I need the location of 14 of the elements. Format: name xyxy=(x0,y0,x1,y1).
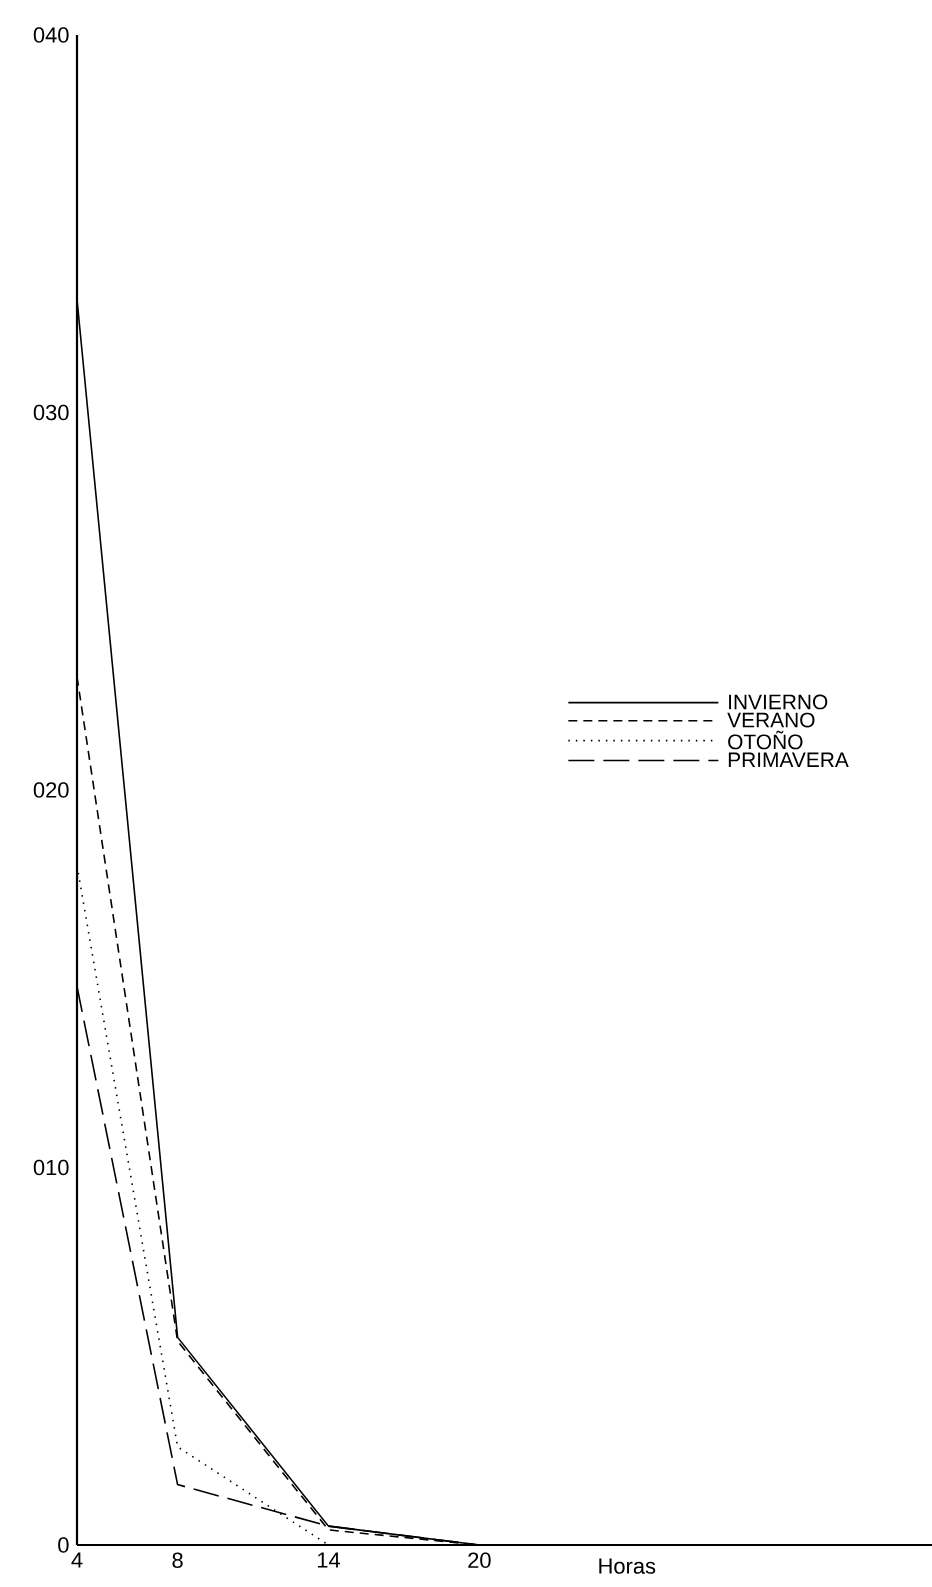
x-tick-label: 20 xyxy=(468,1552,491,1569)
text: INVIERNO xyxy=(729,694,828,710)
x-axis-title: Horas xyxy=(599,1558,656,1574)
y-tick-label: 010 xyxy=(33,1159,69,1176)
y-tick-label: 040 xyxy=(33,27,69,43)
text: PRIMAVERA xyxy=(728,752,849,767)
y-tick-label: 030 xyxy=(33,404,69,421)
x-tick-label: 4 xyxy=(71,1552,83,1568)
text: OTOÑO xyxy=(728,730,803,750)
text: VERANO xyxy=(727,712,815,728)
y-tick-label: 0 xyxy=(58,1537,69,1553)
x-tick-label: 8 xyxy=(172,1552,183,1569)
y-tick-label: 020 xyxy=(33,782,69,798)
x-tick-label: 14 xyxy=(317,1552,341,1568)
